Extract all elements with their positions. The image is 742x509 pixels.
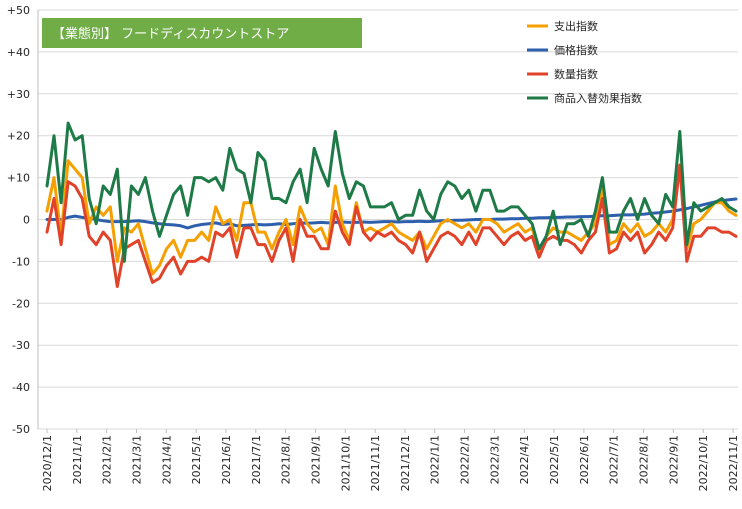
series-line-3 [45,121,738,263]
y-tick-label: +40 [7,46,30,59]
x-tick-label: 2022/6/1 [578,435,591,484]
x-tick-label: 2022/11/1 [727,435,740,491]
y-tick-label: +10 [7,172,30,185]
gridlines [38,9,738,430]
x-tick-label: 2022/7/1 [608,435,621,484]
series-line-0 [45,159,738,276]
y-tick-label: +20 [7,130,30,143]
x-tick-label: 2021/12/1 [399,435,412,491]
x-tick-label: 2022/5/1 [548,435,561,484]
x-tick-label: 2022/9/1 [667,435,680,484]
legend-label: 支出指数 [554,19,598,33]
x-tick-label: 2021/11/1 [369,435,382,491]
chart-title-background [42,18,362,48]
x-tick-label: 2021/8/1 [280,435,293,484]
y-tick-label: -40 [12,381,30,394]
y-tick-label: -20 [12,297,30,310]
x-tick-label: 2021/7/1 [250,435,263,484]
y-tick-label: -50 [12,423,30,436]
x-tick-label: 2022/1/1 [429,435,442,484]
x-tick-label: 2022/4/1 [518,435,531,484]
x-tick-label: 2020/12/1 [41,435,54,491]
series-lines [45,121,738,288]
x-tick-label: 2021/6/1 [220,435,233,484]
x-tick-label: 2021/9/1 [309,435,322,484]
chart-title: 【業態別】 フードディスカウントストア [52,26,289,42]
y-tick-label: +50 [7,4,30,17]
axes: +50 +40 +30 +20 +10 0 -10 -20 -30 -40 -50 2020/12/1… [7,4,740,491]
x-tick-label: 2022/10/1 [697,435,710,491]
x-tick-label: 2022/8/1 [638,435,651,484]
x-tick-label: 2021/3/1 [130,435,143,484]
legend-label: 商品入替効果指数 [554,91,642,105]
legend-label: 価格指数 [554,43,598,57]
y-tick-label: -10 [12,255,30,268]
x-tick-label: 2021/10/1 [339,435,352,491]
x-tick-label: 2022/3/1 [488,435,501,484]
y-tick-label: -30 [12,339,30,352]
x-tick-label: 2021/2/1 [101,435,114,484]
x-tick-label: 2021/4/1 [160,435,173,484]
series-line-2 [45,163,738,288]
y-tick-label: +30 [7,88,30,101]
y-tick-label: 0 [23,214,30,227]
x-tick-label: 2021/5/1 [190,435,203,484]
legend-label: 数量指数 [554,67,598,81]
x-tick-label: 2021/1/1 [71,435,84,484]
x-tick-label: 2022/2/1 [459,435,472,484]
chart-title-box: 【業態別】 フードディスカウントストア [42,18,362,48]
